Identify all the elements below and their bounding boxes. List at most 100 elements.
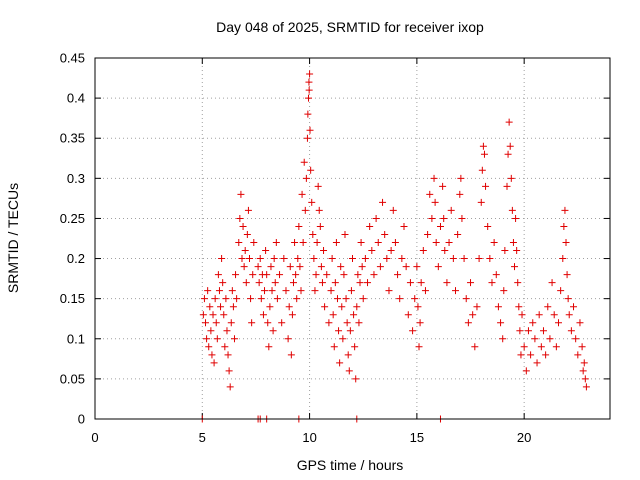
data-point xyxy=(488,279,496,287)
data-point xyxy=(356,279,364,287)
data-point xyxy=(385,287,393,295)
data-point xyxy=(208,351,216,359)
data-point xyxy=(210,359,218,367)
data-point xyxy=(478,166,486,174)
data-point xyxy=(411,295,419,303)
data-point xyxy=(414,303,422,311)
data-point xyxy=(419,247,427,255)
data-point xyxy=(567,327,575,335)
data-point xyxy=(321,303,329,311)
data-point xyxy=(469,311,477,319)
data-point xyxy=(293,295,301,303)
data-point xyxy=(341,230,349,238)
data-point xyxy=(467,279,475,287)
data-point xyxy=(396,295,404,303)
data-point xyxy=(221,343,229,351)
y-tick-label: 0.2 xyxy=(67,251,85,266)
data-point xyxy=(494,303,502,311)
data-point xyxy=(345,367,353,375)
data-point xyxy=(205,343,213,351)
data-point xyxy=(336,359,344,367)
data-point xyxy=(477,198,485,206)
data-point xyxy=(342,295,350,303)
data-point xyxy=(574,351,582,359)
data-point xyxy=(503,182,511,190)
data-point xyxy=(436,222,444,230)
data-point xyxy=(337,263,345,271)
data-point xyxy=(473,303,481,311)
data-point xyxy=(242,279,250,287)
data-point xyxy=(379,198,387,206)
data-point xyxy=(533,359,541,367)
data-point xyxy=(506,142,514,150)
data-point xyxy=(235,239,243,247)
data-point xyxy=(285,303,293,311)
data-point xyxy=(238,255,246,263)
data-point xyxy=(220,311,228,319)
data-point xyxy=(537,343,545,351)
y-tick-label: 0 xyxy=(78,412,85,427)
data-point xyxy=(505,118,513,126)
data-point xyxy=(329,311,337,319)
data-point xyxy=(400,222,408,230)
data-point xyxy=(497,319,505,327)
data-point xyxy=(273,295,281,303)
data-point xyxy=(439,182,447,190)
data-point xyxy=(402,263,410,271)
data-point xyxy=(261,287,269,295)
plot-frame xyxy=(94,57,611,420)
data-point xyxy=(516,327,524,335)
data-point xyxy=(475,255,483,263)
data-point xyxy=(284,335,292,343)
data-point xyxy=(457,174,465,182)
data-point xyxy=(332,239,340,247)
data-point xyxy=(430,174,438,182)
data-point xyxy=(340,271,348,279)
data-point xyxy=(548,279,556,287)
data-point xyxy=(315,206,323,214)
chart-title: Day 048 of 2025, SRMTID for receiver ixo… xyxy=(216,19,484,35)
data-point xyxy=(303,134,311,142)
data-point xyxy=(539,327,547,335)
data-point xyxy=(296,263,304,271)
data-point xyxy=(501,247,509,255)
data-point xyxy=(354,271,362,279)
y-tick-label: 0.3 xyxy=(67,171,85,186)
data-point xyxy=(550,311,558,319)
data-point xyxy=(527,351,535,359)
data-point xyxy=(579,367,587,375)
data-point xyxy=(578,343,586,351)
data-point xyxy=(456,190,464,198)
data-point xyxy=(302,174,310,182)
data-point xyxy=(286,263,294,271)
data-point xyxy=(499,335,507,343)
data-point xyxy=(514,279,522,287)
data-point xyxy=(434,263,442,271)
data-point xyxy=(226,383,234,391)
data-point xyxy=(217,303,225,311)
data-point xyxy=(237,190,245,198)
data-point xyxy=(482,182,490,190)
data-point xyxy=(576,319,584,327)
data-point xyxy=(325,319,333,327)
data-point xyxy=(264,319,272,327)
data-point xyxy=(524,327,532,335)
data-point xyxy=(471,343,479,351)
data-point xyxy=(557,287,565,295)
data-point xyxy=(552,343,560,351)
data-point xyxy=(202,319,210,327)
data-point xyxy=(229,303,237,311)
data-point xyxy=(224,351,232,359)
data-point xyxy=(289,279,297,287)
data-point xyxy=(199,311,207,319)
data-point xyxy=(255,279,263,287)
data-point xyxy=(561,206,569,214)
data-point xyxy=(522,367,530,375)
data-point xyxy=(376,263,384,271)
data-point xyxy=(546,335,554,343)
data-point xyxy=(228,287,236,295)
data-point xyxy=(454,230,462,238)
data-point xyxy=(323,271,331,279)
data-point xyxy=(372,214,380,222)
data-point xyxy=(486,255,494,263)
